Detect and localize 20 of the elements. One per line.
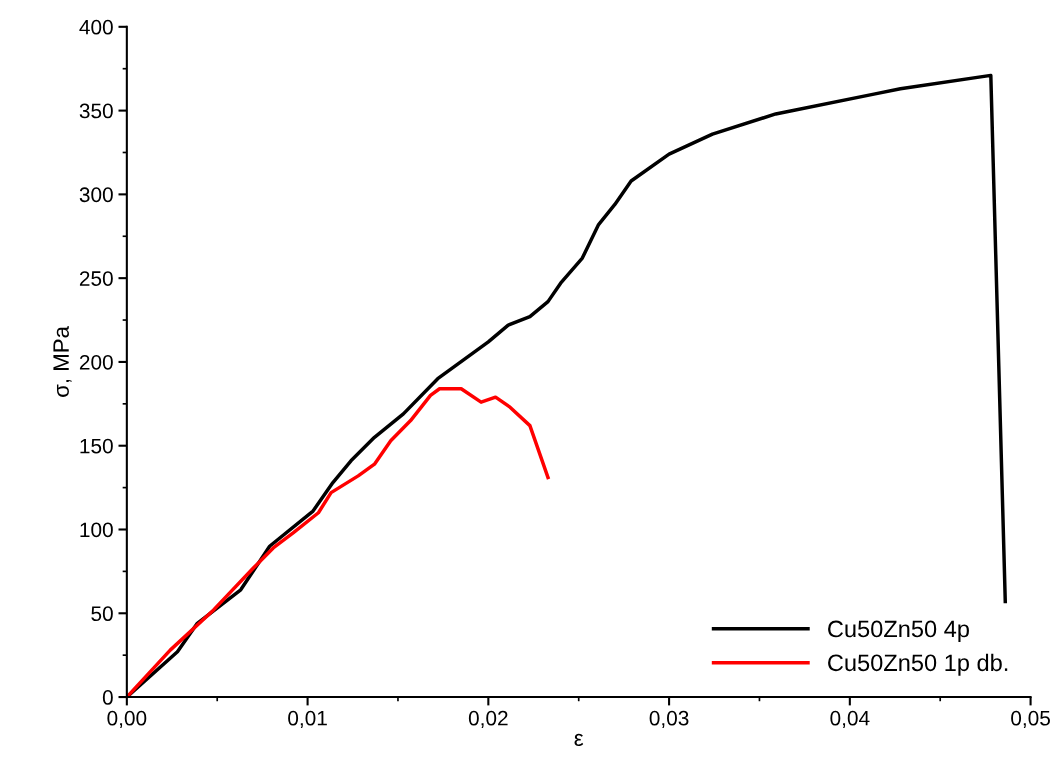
x-tick-label: 0,03 [649,710,689,729]
legend-label: Cu50Zn50 4p [828,620,969,642]
x-tick-label: 0,04 [830,710,870,729]
y-tick-label: 300 [79,187,113,203]
x-tick-label: 0,01 [288,710,327,729]
y-tick-label: 150 [80,438,113,454]
x-tick-label: 0,00 [107,710,147,729]
y-tick-label: 400 [79,19,113,35]
legend-label: Cu50Zn50 1p db. [828,653,1008,676]
y-tick-label: 350 [79,103,113,119]
x-tick-label: 0,02 [468,710,508,729]
y-tick-label: 50 [91,606,113,622]
y-tick-label: 100 [80,522,113,538]
y-axis-title: σ, MPa [53,326,72,397]
x-axis-title: ε [574,733,584,746]
x-tick-label: 0,05 [1011,710,1050,729]
y-tick-label: 0 [102,690,113,705]
line-series [126,387,550,698]
y-tick-label: 250 [79,271,113,286]
y-tick-label: 200 [79,354,113,370]
